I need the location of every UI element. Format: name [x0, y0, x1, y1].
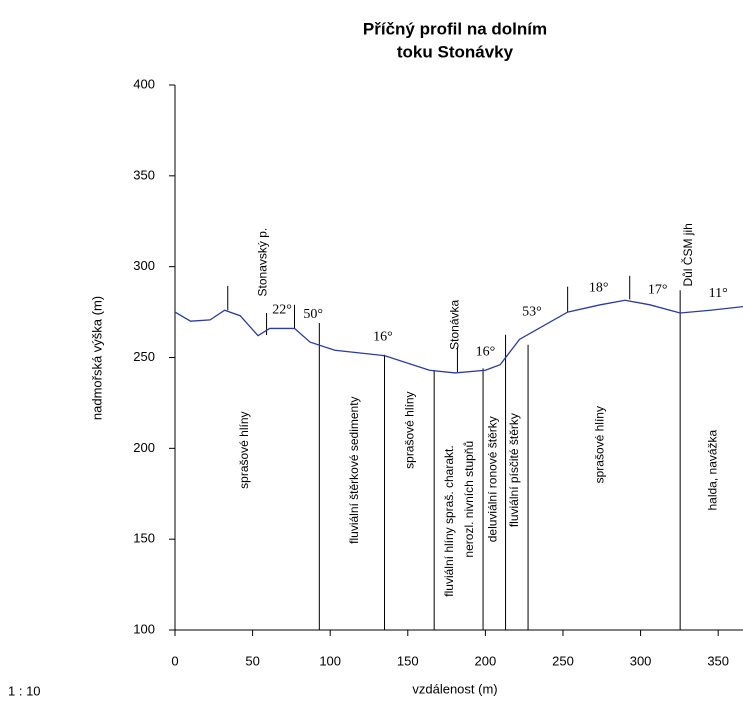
y-tick-label: 200: [133, 440, 155, 455]
slope-label: 50°: [303, 307, 323, 322]
x-tick-label: 50: [245, 653, 259, 668]
y-tick-label: 300: [133, 258, 155, 273]
layer-label: Stonavský p.: [256, 228, 270, 297]
layer-label: halda, navážka: [706, 429, 720, 510]
y-tick-label: 150: [133, 531, 155, 546]
y-tick-label: 100: [133, 621, 155, 636]
layer-label: fluviální písčité štěrky: [507, 413, 521, 527]
layer-label: deluviální ronové štěrky: [485, 416, 499, 542]
scale-note: 1 : 10: [8, 683, 41, 698]
layer-label: nerozl. nivních stupňů: [462, 441, 476, 558]
x-tick-label: 350: [707, 653, 729, 668]
layer-label: sprašové hlíny: [402, 391, 416, 468]
chart-title: toku Stonávky: [397, 42, 514, 61]
layer-label: fluviální štěrkové sedimenty: [347, 396, 361, 543]
y-tick-label: 400: [133, 76, 155, 91]
x-tick-label: 300: [630, 653, 652, 668]
x-tick-label: 150: [397, 653, 419, 668]
y-tick-label: 250: [133, 349, 155, 364]
slope-label: 53°: [522, 304, 542, 319]
layer-label: Stonávka: [447, 299, 461, 349]
x-axis-label: vzdálenost (m): [412, 681, 497, 696]
slope-label: 16°: [373, 330, 393, 345]
slope-label: 11°: [709, 286, 728, 301]
x-tick-label: 0: [171, 653, 178, 668]
y-tick-label: 350: [133, 167, 155, 182]
layer-label: sprašové hlíny: [592, 406, 606, 483]
y-axis-label: nadmořská výška (m): [89, 296, 104, 420]
x-tick-label: 200: [475, 653, 497, 668]
layer-label: fluviální hlíny spraš. charakt.: [442, 445, 456, 596]
slope-label: 16°: [476, 344, 496, 359]
profile-line: [174, 299, 743, 374]
x-tick-label: 100: [319, 653, 341, 668]
x-tick-label: 250: [552, 653, 574, 668]
layer-label: Důl ČSM jih: [680, 223, 695, 286]
slope-label: 18°: [589, 281, 609, 296]
slope-label: 22°: [272, 302, 292, 317]
slope-label: 17°: [648, 283, 668, 298]
chart-title: Příčný profil na dolním: [363, 19, 547, 38]
layer-label: sprašové hlíny: [237, 411, 251, 488]
